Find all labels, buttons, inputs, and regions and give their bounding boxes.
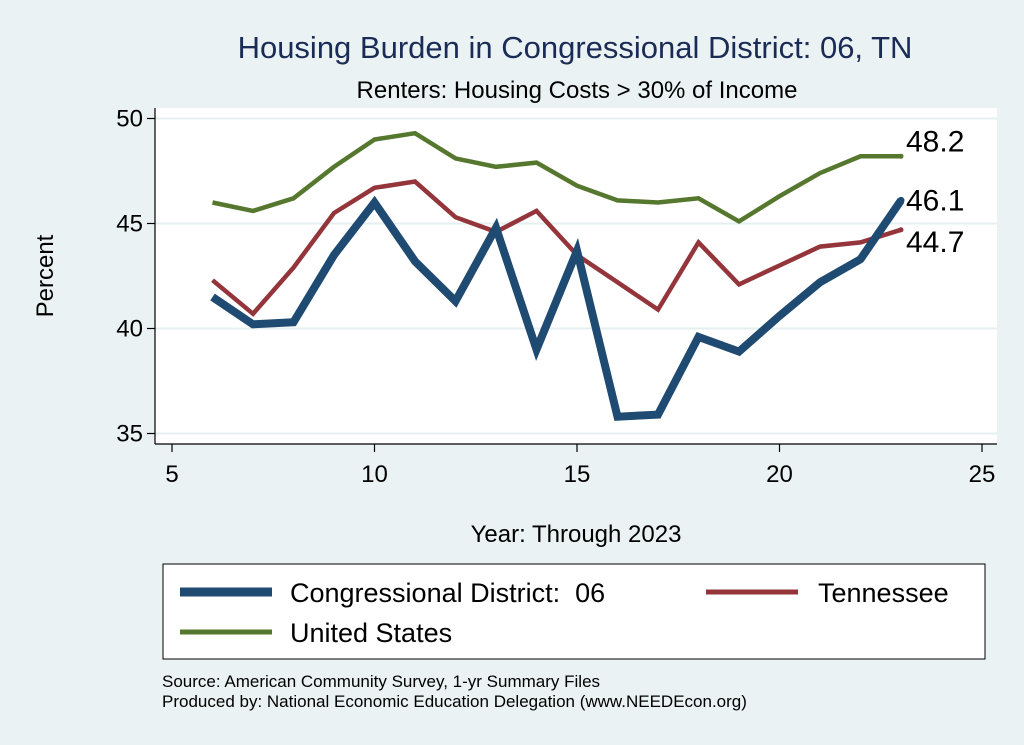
produced-by-note: Produced by: National Economic Education… bbox=[162, 692, 747, 711]
series-line-district bbox=[210, 195, 905, 421]
x-tick-label-5: 5 bbox=[165, 461, 178, 488]
end-label-district: 46.1 bbox=[906, 184, 964, 217]
y-tick-label-45: 45 bbox=[116, 211, 143, 238]
legend-item-tennessee: Tennessee bbox=[706, 578, 949, 608]
y-tick-label-40: 40 bbox=[116, 316, 143, 343]
legend-label-united-states: United States bbox=[290, 618, 452, 648]
end-marker-united-states bbox=[898, 153, 904, 159]
x-tick-label-10: 10 bbox=[361, 461, 388, 488]
end-marker-tennessee bbox=[898, 227, 904, 233]
legend-item-district: Congressional District: 06 bbox=[180, 578, 605, 608]
chart-subtitle: Renters: Housing Costs > 30% of Income bbox=[357, 77, 798, 104]
axes: 35 40 45 50 5 10 15 20 25 bbox=[116, 106, 997, 488]
end-label-united-states: 48.2 bbox=[906, 125, 964, 158]
legend-box bbox=[162, 563, 986, 660]
series-line-united-states bbox=[212, 130, 901, 225]
series-layer bbox=[210, 130, 905, 421]
x-tick-label-15: 15 bbox=[564, 461, 591, 488]
gridlines bbox=[155, 117, 997, 435]
source-note: Source: American Community Survey, 1-yr … bbox=[162, 672, 600, 691]
series-line-tennessee bbox=[211, 179, 902, 317]
chart-title: Housing Burden in Congressional District… bbox=[238, 30, 913, 65]
y-tick-label-50: 50 bbox=[116, 106, 143, 133]
legend-label-tennessee: Tennessee bbox=[818, 578, 949, 608]
legend-item-united-states: United States bbox=[180, 618, 452, 648]
x-axis-label: Year: Through 2023 bbox=[471, 521, 682, 548]
end-labels: 46.1 44.7 48.2 bbox=[906, 125, 964, 258]
end-label-tennessee: 44.7 bbox=[906, 226, 964, 259]
y-axis-label: Percent bbox=[32, 234, 59, 317]
legend-label-district: Congressional District: 06 bbox=[290, 578, 605, 608]
x-tick-label-20: 20 bbox=[766, 461, 793, 488]
end-marker-district bbox=[897, 196, 905, 204]
y-tick-label-35: 35 bbox=[116, 421, 143, 448]
x-tick-label-25: 25 bbox=[969, 461, 996, 488]
plot-area bbox=[155, 108, 997, 444]
